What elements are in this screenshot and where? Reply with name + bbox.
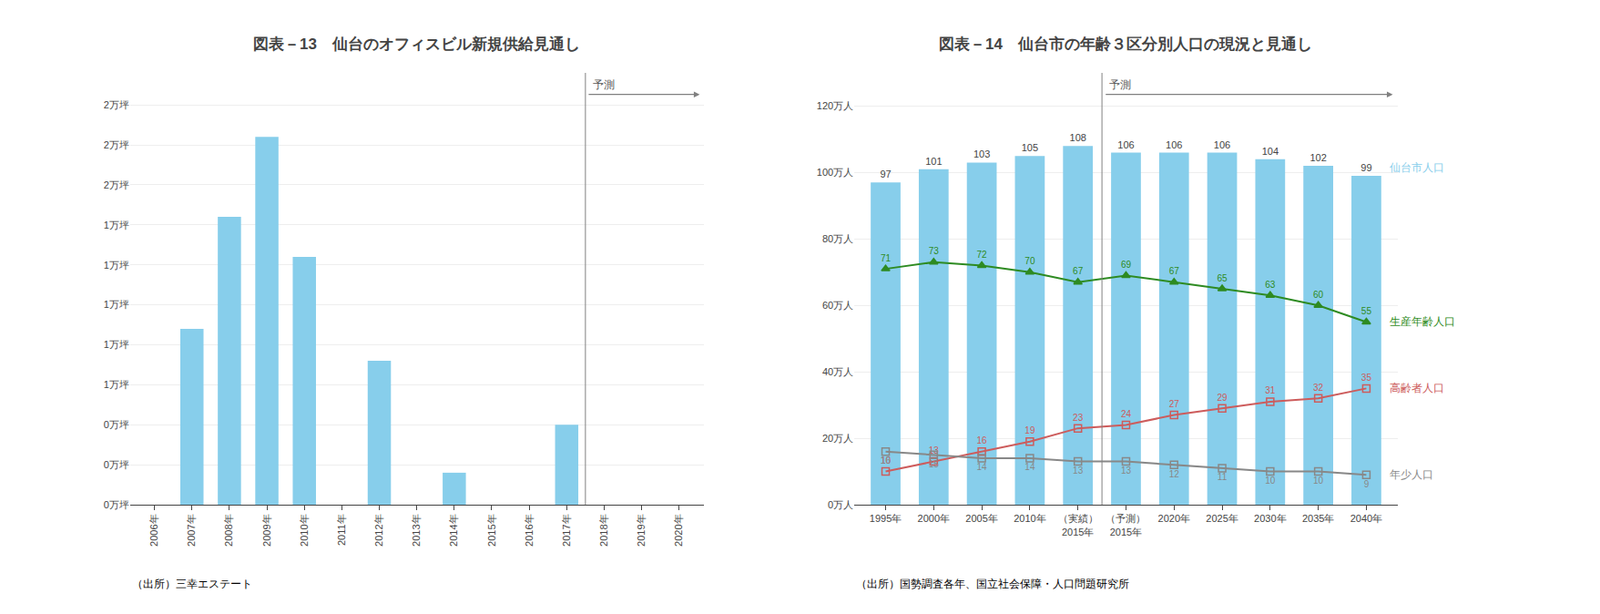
svg-text:14: 14 — [977, 461, 989, 472]
svg-text:106: 106 — [1213, 139, 1231, 151]
svg-text:35: 35 — [1361, 372, 1373, 383]
svg-text:2016年: 2016年 — [523, 513, 535, 546]
svg-text:（実績）2015年: （実績）2015年 — [1058, 512, 1099, 537]
svg-text:32: 32 — [1313, 382, 1325, 393]
svg-text:2025年: 2025年 — [1205, 512, 1238, 524]
svg-text:20万人: 20万人 — [822, 432, 854, 444]
svg-text:2万坪: 2万坪 — [103, 99, 130, 111]
svg-text:103: 103 — [973, 148, 990, 160]
svg-text:生産年齢人口: 生産年齢人口 — [1389, 315, 1456, 328]
svg-text:2018年: 2018年 — [598, 513, 610, 546]
svg-text:10: 10 — [880, 455, 892, 466]
svg-text:16: 16 — [880, 455, 892, 466]
svg-text:120万人: 120万人 — [816, 100, 854, 112]
svg-text:2007年: 2007年 — [185, 513, 197, 546]
svg-text:0万坪: 0万坪 — [103, 499, 130, 510]
svg-text:2019年: 2019年 — [635, 513, 647, 546]
svg-text:67: 67 — [1169, 265, 1181, 276]
svg-text:10: 10 — [1313, 475, 1325, 486]
svg-text:31: 31 — [1264, 385, 1276, 396]
svg-text:2006年: 2006年 — [148, 513, 160, 546]
svg-text:63: 63 — [1264, 279, 1276, 290]
svg-text:10: 10 — [1264, 475, 1276, 486]
svg-text:0万坪: 0万坪 — [103, 418, 130, 430]
svg-text:23: 23 — [1072, 412, 1084, 423]
svg-text:55: 55 — [1361, 305, 1373, 316]
svg-text:12: 12 — [1169, 468, 1181, 479]
svg-text:2008年: 2008年 — [223, 513, 235, 546]
svg-text:65: 65 — [1216, 273, 1228, 284]
svg-text:2005年: 2005年 — [965, 512, 998, 524]
svg-text:1万坪: 1万坪 — [103, 378, 130, 390]
svg-text:15: 15 — [928, 458, 940, 469]
svg-text:2000年: 2000年 — [917, 512, 950, 524]
svg-text:予測: 予測 — [1109, 78, 1132, 92]
svg-text:図表－13 仙台のオフィスビル新規供給見通し: 図表－13 仙台のオフィスビル新規供給見通し — [253, 35, 581, 53]
svg-text:70: 70 — [1024, 255, 1036, 266]
svg-text:2010年: 2010年 — [298, 513, 310, 546]
svg-text:1万坪: 1万坪 — [103, 338, 130, 350]
svg-text:（出所）国勢調査各年、国立社会保障・人口問題研究所: （出所）国勢調査各年、国立社会保障・人口問題研究所 — [856, 577, 1130, 591]
svg-text:2014年: 2014年 — [448, 513, 459, 546]
svg-text:図表－14 仙台市の年齢３区分別人口の現況と見通し: 図表－14 仙台市の年齢３区分別人口の現況と見通し — [938, 35, 1313, 53]
svg-text:72: 72 — [977, 249, 989, 260]
svg-text:2030年: 2030年 — [1253, 512, 1286, 524]
svg-text:13: 13 — [1072, 465, 1084, 476]
svg-text:104: 104 — [1262, 145, 1279, 157]
svg-text:1万坪: 1万坪 — [103, 259, 130, 271]
svg-text:年少人口: 年少人口 — [1389, 468, 1434, 481]
svg-text:0万坪: 0万坪 — [103, 458, 130, 470]
svg-text:1995年: 1995年 — [869, 512, 902, 524]
svg-text:（出所）三幸エステート: （出所）三幸エステート — [132, 577, 253, 591]
svg-text:106: 106 — [1117, 139, 1134, 151]
svg-text:102: 102 — [1309, 152, 1326, 164]
svg-text:2万坪: 2万坪 — [103, 139, 130, 151]
svg-text:2020年: 2020年 — [1158, 512, 1191, 524]
svg-text:105: 105 — [1021, 142, 1039, 153]
svg-text:19: 19 — [1024, 425, 1036, 436]
svg-text:99: 99 — [1360, 162, 1372, 174]
svg-text:60万人: 60万人 — [822, 299, 854, 311]
svg-text:14: 14 — [1024, 461, 1036, 472]
svg-text:24: 24 — [1121, 408, 1132, 419]
svg-text:60: 60 — [1313, 289, 1325, 300]
svg-text:29: 29 — [1216, 392, 1228, 403]
svg-text:2035年: 2035年 — [1302, 512, 1335, 524]
svg-text:67: 67 — [1072, 265, 1084, 276]
svg-text:高齢者人口: 高齢者人口 — [1389, 381, 1445, 395]
svg-text:80万人: 80万人 — [822, 233, 854, 245]
svg-text:27: 27 — [1169, 398, 1181, 409]
svg-text:2万坪: 2万坪 — [103, 179, 130, 191]
svg-text:2013年: 2013年 — [410, 513, 422, 546]
svg-text:9: 9 — [1364, 478, 1370, 490]
svg-text:71: 71 — [880, 253, 892, 264]
svg-text:100万人: 100万人 — [816, 166, 854, 178]
svg-text:2020年: 2020年 — [672, 513, 684, 546]
svg-text:2009年: 2009年 — [261, 513, 273, 546]
svg-text:73: 73 — [928, 245, 940, 256]
svg-text:11: 11 — [1217, 471, 1228, 482]
svg-text:106: 106 — [1165, 139, 1183, 151]
svg-text:2012年: 2012年 — [373, 513, 385, 546]
svg-text:（予測）2015年: （予測）2015年 — [1105, 512, 1146, 537]
svg-text:仙台市人口: 仙台市人口 — [1389, 161, 1445, 174]
svg-text:13: 13 — [928, 445, 940, 456]
svg-text:108: 108 — [1070, 132, 1087, 143]
svg-text:16: 16 — [977, 435, 989, 446]
svg-text:1万坪: 1万坪 — [103, 298, 130, 310]
svg-text:1万坪: 1万坪 — [103, 219, 130, 231]
svg-text:0万人: 0万人 — [827, 499, 854, 510]
svg-text:2010年: 2010年 — [1013, 512, 1046, 524]
svg-text:2015年: 2015年 — [486, 513, 498, 546]
svg-text:13: 13 — [1121, 465, 1132, 476]
svg-text:69: 69 — [1121, 259, 1132, 270]
svg-text:2017年: 2017年 — [560, 513, 572, 546]
svg-text:予測: 予測 — [592, 78, 615, 92]
svg-text:2011年: 2011年 — [336, 513, 347, 546]
svg-text:97: 97 — [879, 168, 891, 180]
svg-text:2040年: 2040年 — [1350, 512, 1383, 524]
svg-text:40万人: 40万人 — [822, 366, 854, 378]
svg-text:101: 101 — [925, 155, 942, 167]
